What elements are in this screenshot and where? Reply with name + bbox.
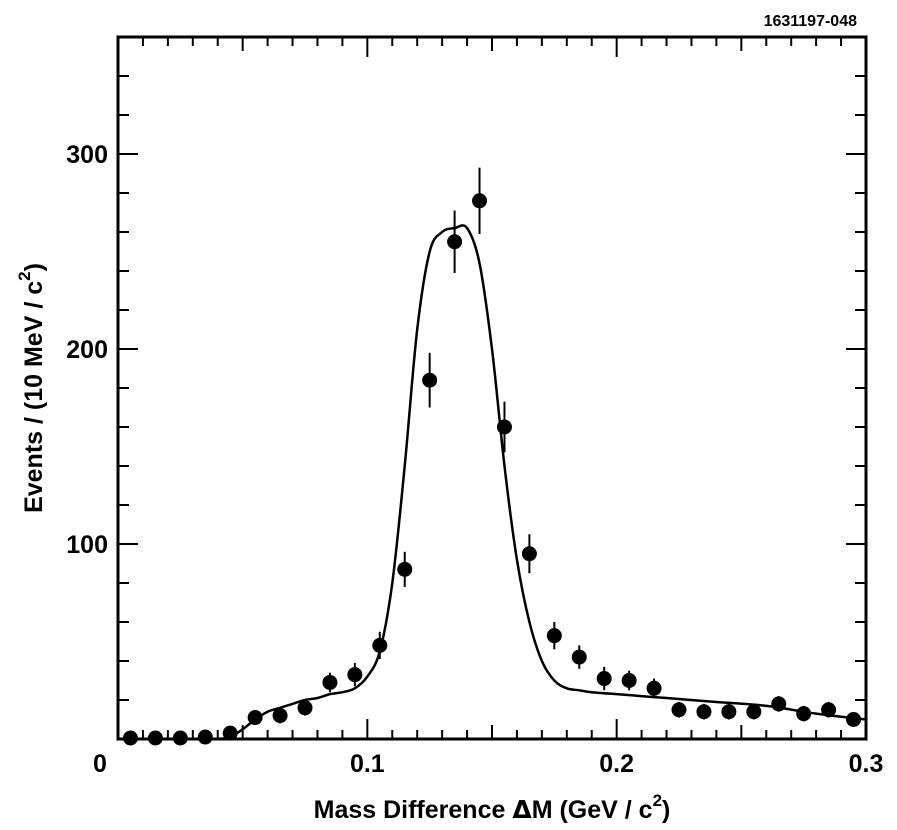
x-tick-label: 0.1 (350, 750, 385, 778)
data-point (472, 193, 488, 209)
data-points (122, 167, 862, 746)
y-axis-title: Events / (10 MeV / c2) (15, 263, 48, 513)
plot-frame (116, 35, 868, 741)
data-point (247, 710, 263, 726)
data-point (846, 712, 862, 727)
data-point (746, 704, 762, 720)
data-point (322, 674, 338, 690)
data-point (147, 730, 163, 746)
data-point (546, 628, 562, 644)
data-point (272, 708, 288, 724)
y-tick-label: 300 (66, 141, 108, 169)
data-point (447, 234, 463, 250)
data-point (122, 730, 138, 746)
data-point (496, 419, 512, 435)
data-point (222, 725, 238, 741)
x-tick-labels: 0 0.1 0.2 0.3 (93, 750, 883, 778)
x-tick-label: 0.3 (849, 750, 884, 778)
y-tick-label: 100 (66, 531, 108, 559)
x-axis-title: Mass Difference ΔM (GeV / c2) (314, 791, 671, 824)
data-point (372, 637, 388, 653)
data-point (671, 702, 687, 718)
data-point (621, 673, 637, 688)
fit-curve (217, 224, 867, 741)
data-point (347, 667, 363, 683)
data-point (571, 649, 587, 665)
data-point (172, 730, 188, 746)
data-point (397, 561, 413, 577)
data-point (521, 546, 537, 562)
y-tick-labels: 100 200 300 (66, 141, 108, 559)
x-tick-label: 0.2 (599, 750, 634, 778)
data-point (422, 372, 438, 388)
data-point (796, 706, 812, 722)
data-point (596, 671, 612, 687)
y-tick-label: 200 (66, 336, 108, 364)
data-point (197, 729, 213, 745)
axis-ticks (117, 36, 867, 740)
data-point (696, 704, 712, 720)
figure-id: 1631197-048 (764, 13, 858, 30)
x-tick-label: 0 (93, 750, 107, 778)
data-point (821, 702, 837, 718)
data-point (771, 696, 787, 712)
data-point (721, 704, 737, 720)
data-point (297, 700, 313, 716)
data-point (646, 680, 662, 696)
